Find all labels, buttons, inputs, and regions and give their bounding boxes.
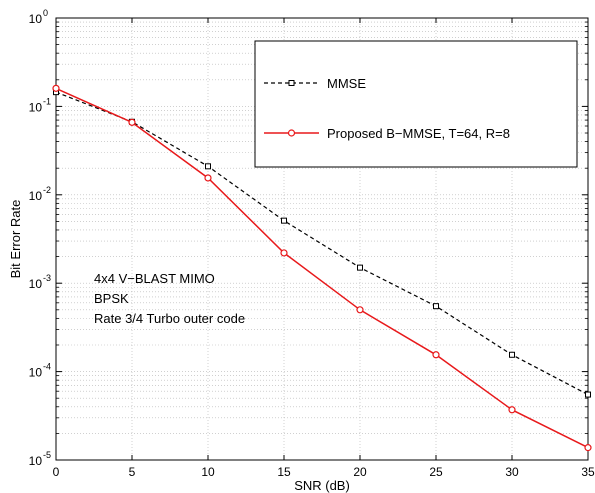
x-tick-label: 15 xyxy=(277,465,291,479)
data-point-proposed xyxy=(53,85,59,91)
data-point-mmse xyxy=(282,218,287,223)
y-tick-exponent: -1 xyxy=(43,96,51,106)
legend: MMSE Proposed B−MMSE, T=64, R=8 xyxy=(255,41,577,167)
legend-label-proposed: Proposed B−MMSE, T=64, R=8 xyxy=(327,126,510,141)
annotation-code: Rate 3/4 Turbo outer code xyxy=(94,311,245,326)
x-tick-label: 0 xyxy=(53,465,60,479)
data-point-proposed xyxy=(281,250,287,256)
data-point-mmse xyxy=(586,392,591,397)
x-tick-label: 10 xyxy=(201,465,215,479)
legend-marker-mmse xyxy=(289,81,294,86)
y-tick-exponent: 0 xyxy=(43,8,48,18)
data-point-proposed xyxy=(129,119,135,125)
data-point-mmse xyxy=(510,352,515,357)
legend-label-mmse: MMSE xyxy=(327,76,366,91)
data-point-proposed xyxy=(357,307,363,313)
annotation-modulation: BPSK xyxy=(94,291,129,306)
data-point-proposed xyxy=(433,352,439,358)
y-axis-label: Bit Error Rate xyxy=(8,200,23,279)
legend-box xyxy=(255,41,577,167)
y-tick-label: 10 xyxy=(29,12,43,26)
data-point-proposed xyxy=(585,445,591,451)
legend-marker-proposed xyxy=(289,130,295,136)
y-tick-exponent: -4 xyxy=(43,362,51,372)
annotation-system: 4x4 V−BLAST MIMO xyxy=(94,271,215,286)
y-tick-label: 10 xyxy=(29,189,43,203)
y-tick-label: 10 xyxy=(29,277,43,291)
x-tick-label: 5 xyxy=(129,465,136,479)
x-axis-label: SNR (dB) xyxy=(294,478,350,493)
data-point-proposed xyxy=(509,407,515,413)
y-tick-label: 10 xyxy=(29,366,43,380)
data-point-mmse xyxy=(358,265,363,270)
data-point-mmse xyxy=(206,164,211,169)
y-tick-label: 10 xyxy=(29,100,43,114)
x-tick-label: 20 xyxy=(353,465,367,479)
data-point-proposed xyxy=(205,175,211,181)
data-point-mmse xyxy=(434,304,439,309)
y-tick-label: 10 xyxy=(29,454,43,468)
y-tick-exponent: -5 xyxy=(43,450,51,460)
y-tick-exponent: -2 xyxy=(43,185,51,195)
x-tick-label: 35 xyxy=(581,465,595,479)
x-tick-label: 30 xyxy=(505,465,519,479)
x-tick-label: 25 xyxy=(429,465,443,479)
y-tick-exponent: -3 xyxy=(43,273,51,283)
